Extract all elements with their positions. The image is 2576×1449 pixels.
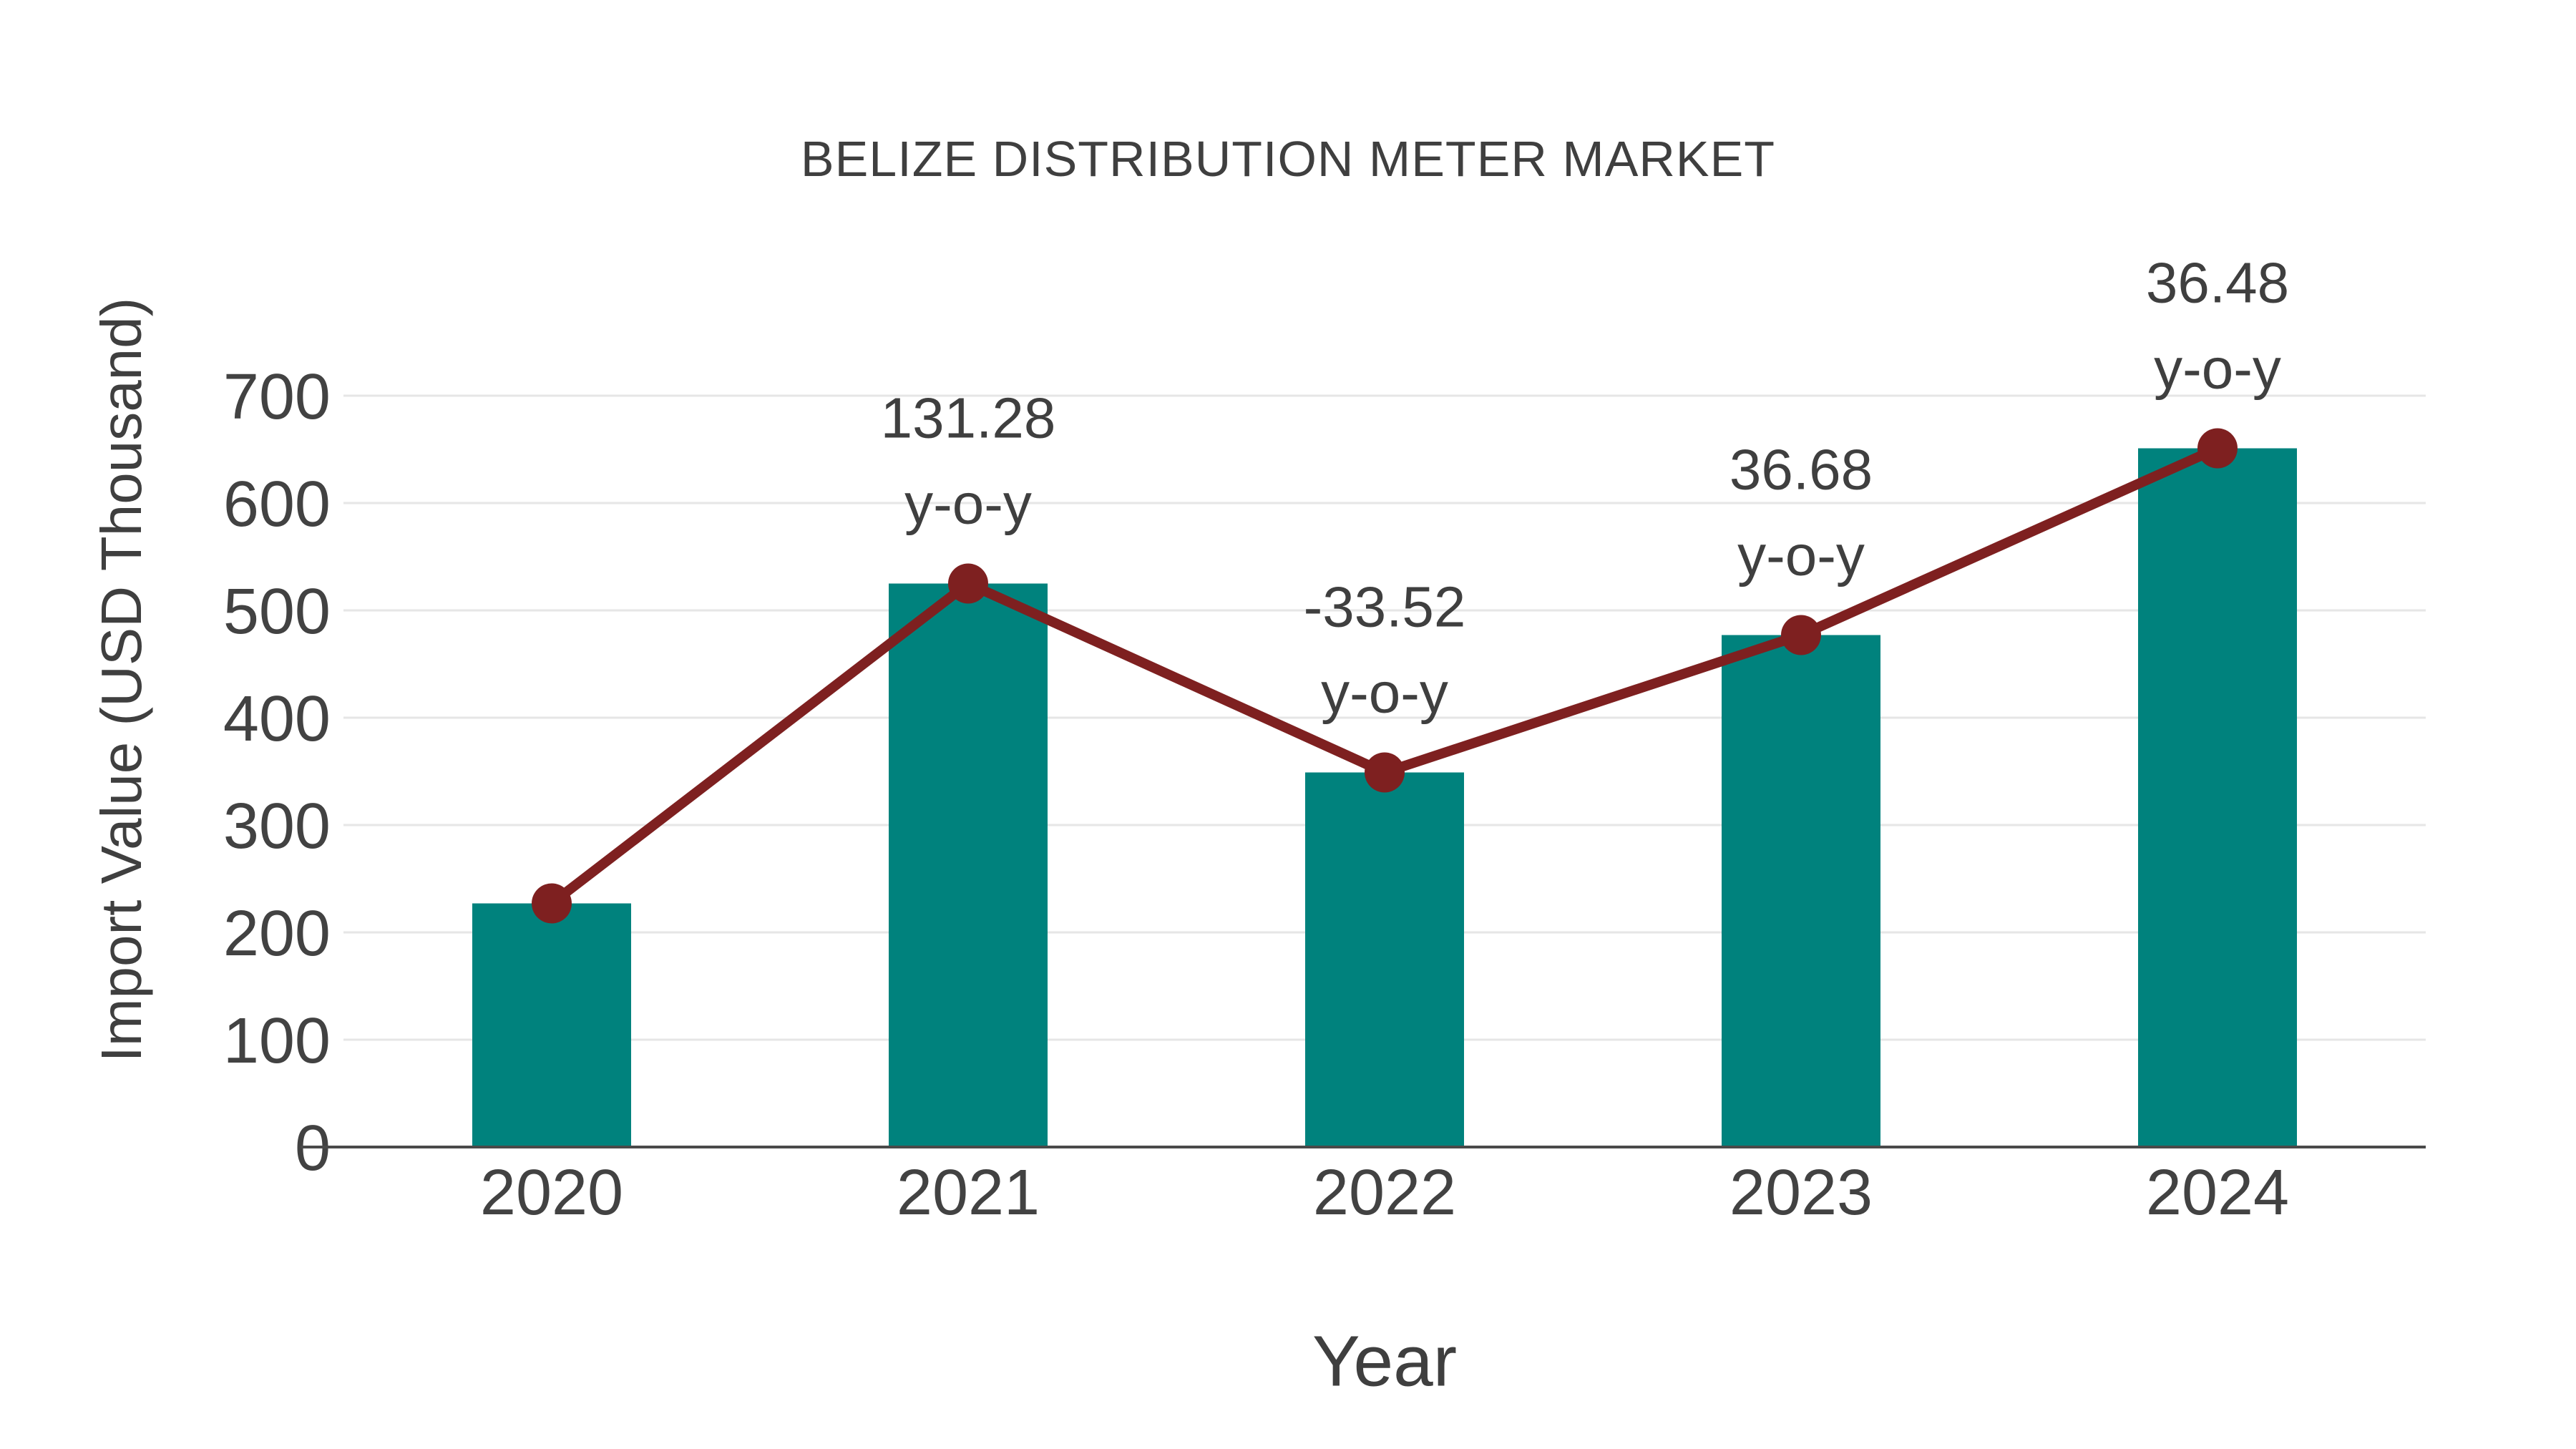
x-tick-label: 2021: [897, 1157, 1040, 1229]
y-tick-label: 600: [223, 469, 331, 540]
data-point-marker: [2197, 428, 2238, 469]
bar: [1305, 772, 1464, 1147]
annotation-suffix: y-o-y: [2154, 337, 2281, 401]
y-tick-label: 700: [223, 361, 331, 433]
data-point-marker: [1365, 752, 1405, 793]
x-tick-label: 2024: [2146, 1157, 2289, 1229]
annotation-value: -33.52: [1304, 575, 1466, 639]
y-tick-label: 200: [223, 898, 331, 970]
chart-title: BELIZE DISTRIBUTION METER MARKET: [800, 131, 1776, 187]
x-tick-label: 2020: [480, 1157, 623, 1229]
bar: [1722, 635, 1880, 1147]
bar: [472, 903, 631, 1147]
annotation-suffix: y-o-y: [1321, 661, 1448, 725]
annotation-suffix: y-o-y: [904, 472, 1032, 536]
x-axis-title: Year: [1312, 1321, 1458, 1402]
annotation-value: 36.48: [2146, 251, 2289, 315]
y-tick-label: 400: [223, 683, 331, 755]
x-tick-label: 2022: [1313, 1157, 1456, 1229]
data-point-marker: [532, 883, 572, 924]
data-point-marker: [948, 563, 988, 604]
bar: [889, 583, 1048, 1147]
annotation-value: 36.68: [1729, 438, 1873, 502]
annotation-suffix: y-o-y: [1737, 524, 1865, 587]
y-tick-label: 100: [223, 1005, 331, 1077]
x-tick-label: 2023: [1729, 1157, 1873, 1229]
annotation-value: 131.28: [881, 386, 1056, 450]
data-point-marker: [1781, 615, 1821, 655]
bar: [2138, 448, 2297, 1147]
y-tick-label: 300: [223, 791, 331, 862]
y-tick-label: 500: [223, 576, 331, 648]
